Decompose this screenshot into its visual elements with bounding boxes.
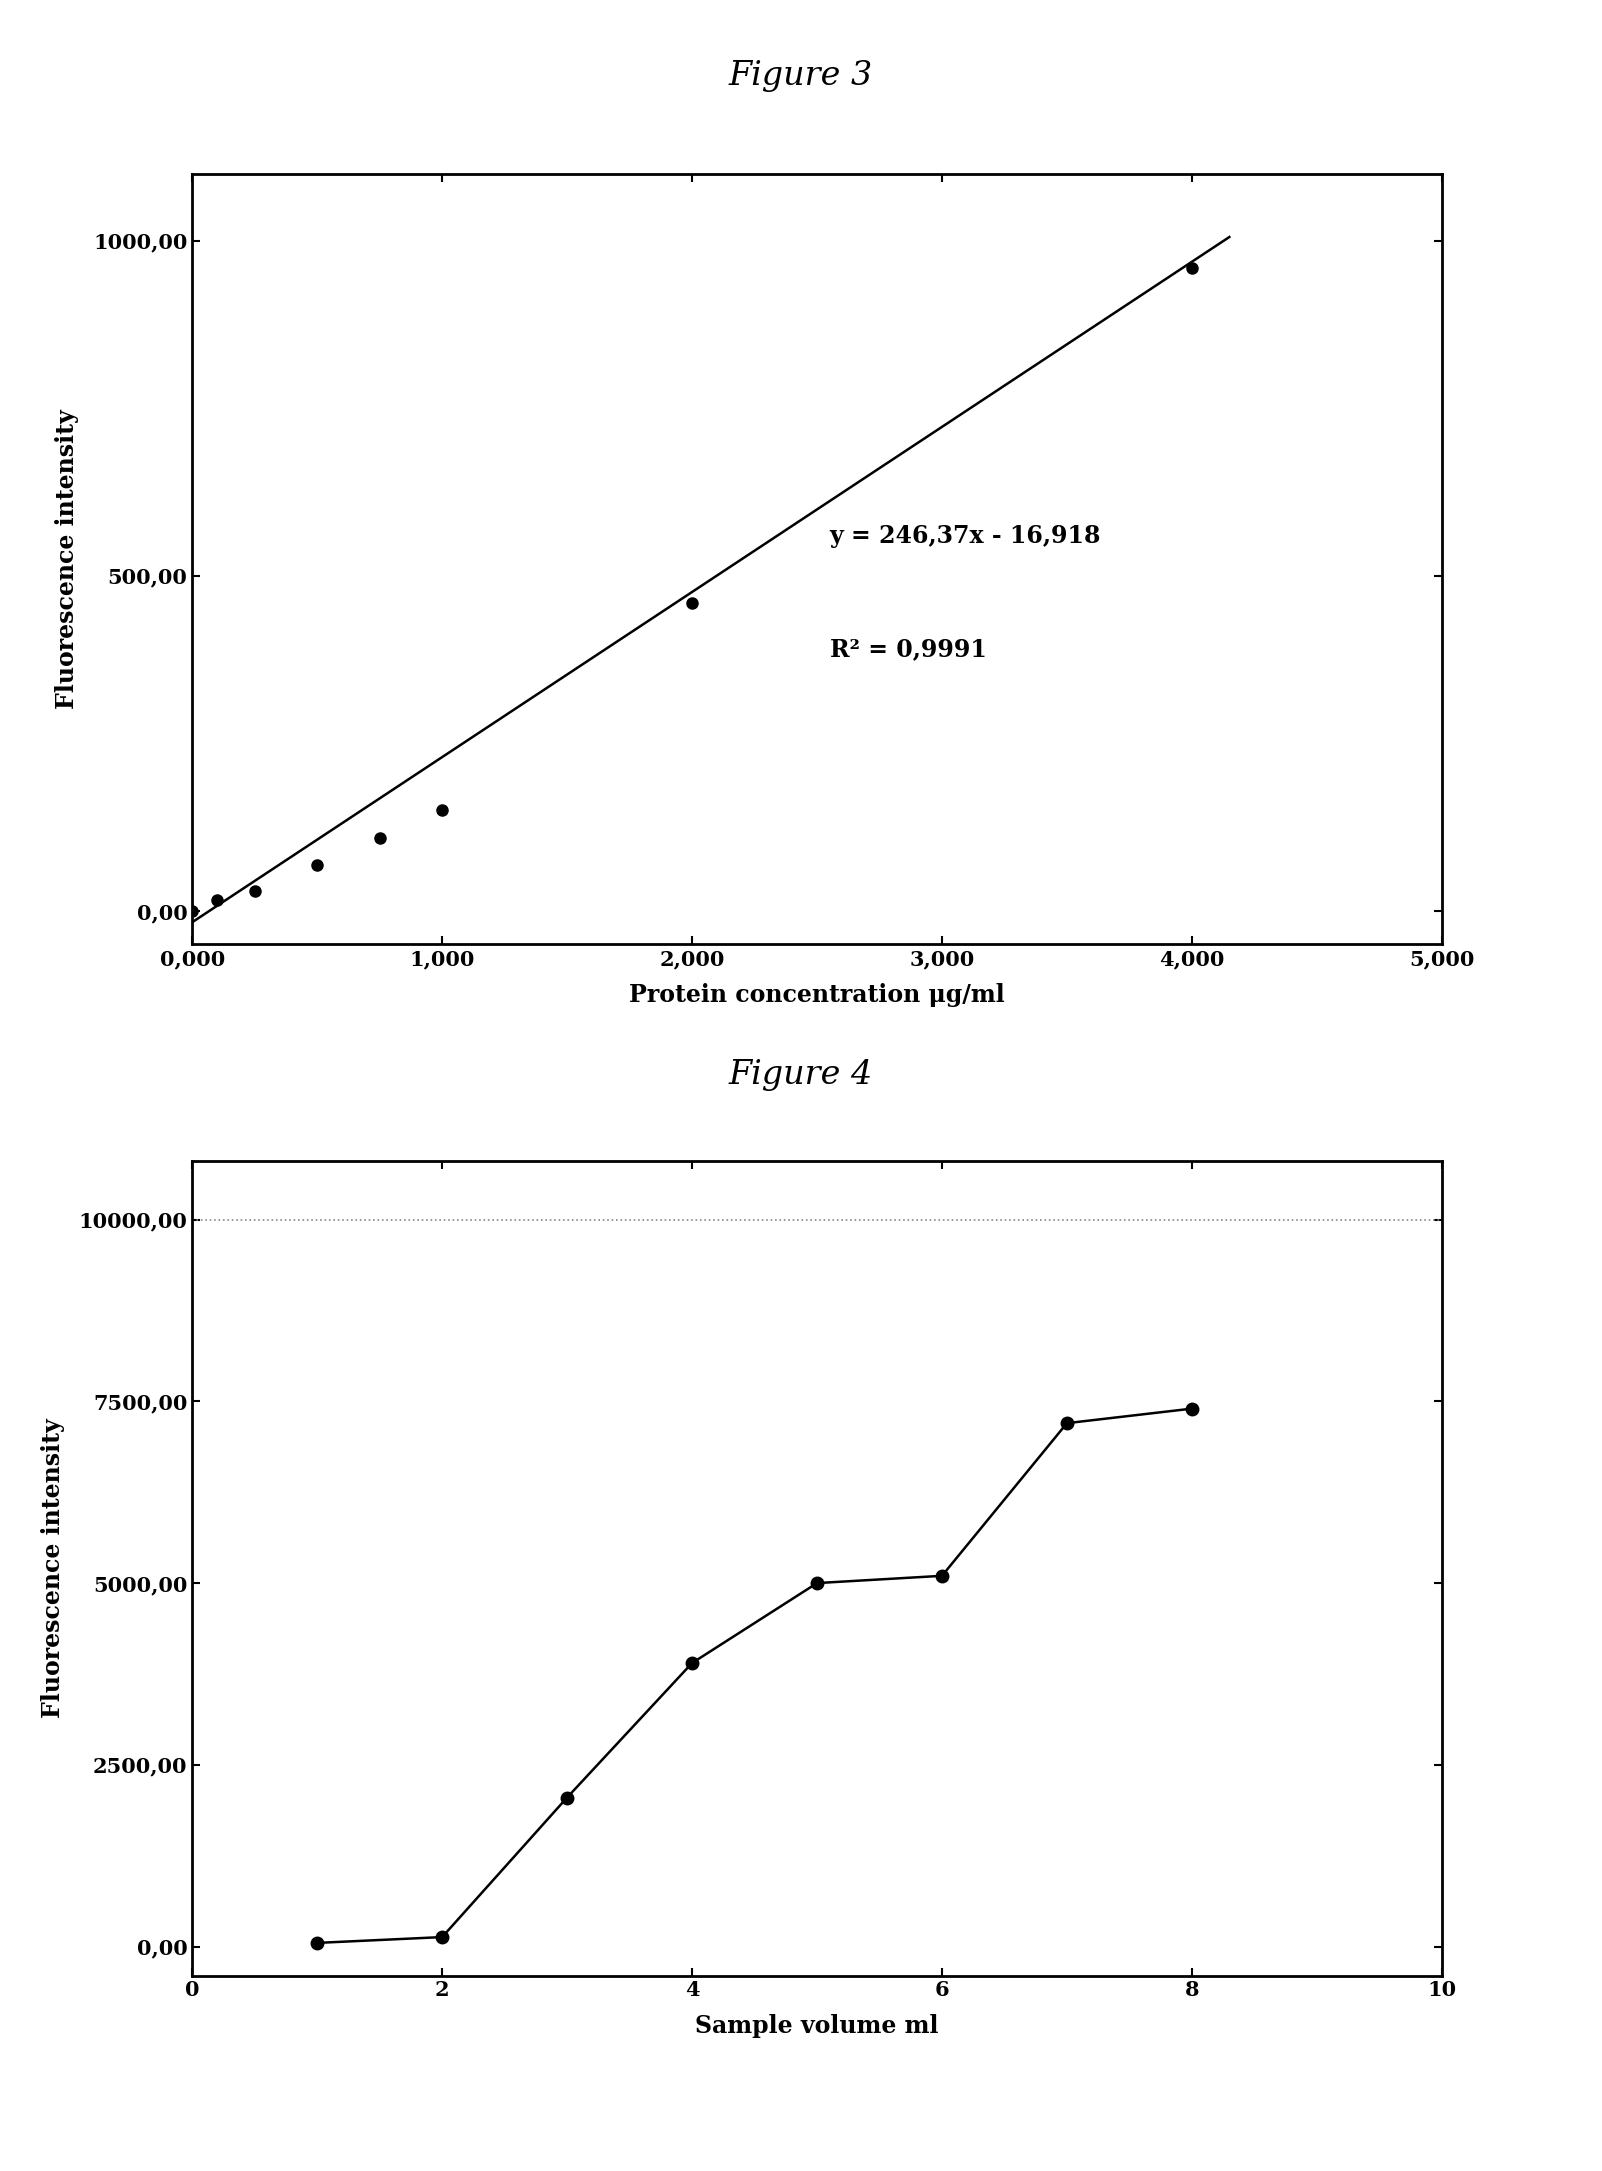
Y-axis label: Fluorescence intensity: Fluorescence intensity: [54, 408, 78, 710]
Text: Figure 4: Figure 4: [729, 1059, 873, 1090]
X-axis label: Sample volume ml: Sample volume ml: [695, 2015, 939, 2039]
X-axis label: Protein concentration μg/ml: Protein concentration μg/ml: [630, 983, 1004, 1007]
Text: y = 246,37x - 16,918: y = 246,37x - 16,918: [830, 523, 1101, 547]
Text: R² = 0,9991: R² = 0,9991: [830, 638, 987, 662]
Text: Figure 3: Figure 3: [729, 61, 873, 91]
Y-axis label: Fluorescence intensity: Fluorescence intensity: [40, 1418, 64, 1719]
